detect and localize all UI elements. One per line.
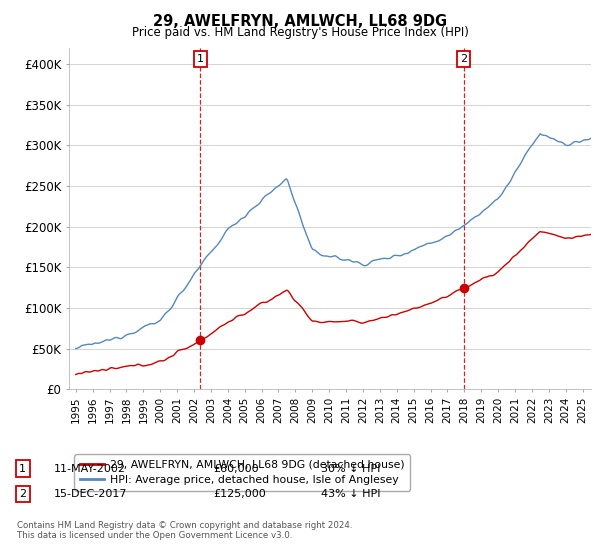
Text: £125,000: £125,000 — [213, 489, 266, 499]
Text: Contains HM Land Registry data © Crown copyright and database right 2024.
This d: Contains HM Land Registry data © Crown c… — [17, 521, 352, 540]
Text: 30% ↓ HPI: 30% ↓ HPI — [321, 464, 380, 474]
Text: 1: 1 — [19, 464, 26, 474]
Legend: 29, AWELFRYN, AMLWCH, LL68 9DG (detached house), HPI: Average price, detached ho: 29, AWELFRYN, AMLWCH, LL68 9DG (detached… — [74, 454, 410, 491]
Text: £60,000: £60,000 — [213, 464, 259, 474]
Text: 11-MAY-2002: 11-MAY-2002 — [54, 464, 126, 474]
Text: 15-DEC-2017: 15-DEC-2017 — [54, 489, 128, 499]
Text: 2: 2 — [19, 489, 26, 499]
Text: 1: 1 — [197, 54, 204, 64]
Text: Price paid vs. HM Land Registry's House Price Index (HPI): Price paid vs. HM Land Registry's House … — [131, 26, 469, 39]
Text: 29, AWELFRYN, AMLWCH, LL68 9DG: 29, AWELFRYN, AMLWCH, LL68 9DG — [153, 14, 447, 29]
Text: 2: 2 — [460, 54, 467, 64]
Text: 43% ↓ HPI: 43% ↓ HPI — [321, 489, 380, 499]
